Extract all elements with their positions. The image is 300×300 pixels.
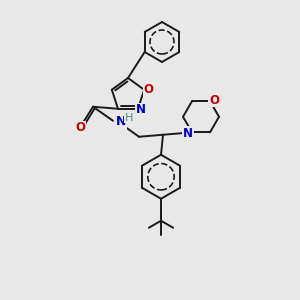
Text: H: H xyxy=(125,113,133,123)
Text: N: N xyxy=(116,115,126,128)
Text: O: O xyxy=(143,83,153,96)
Text: O: O xyxy=(209,94,219,107)
Text: O: O xyxy=(75,121,85,134)
Text: N: N xyxy=(136,103,146,116)
Text: N: N xyxy=(183,127,193,140)
